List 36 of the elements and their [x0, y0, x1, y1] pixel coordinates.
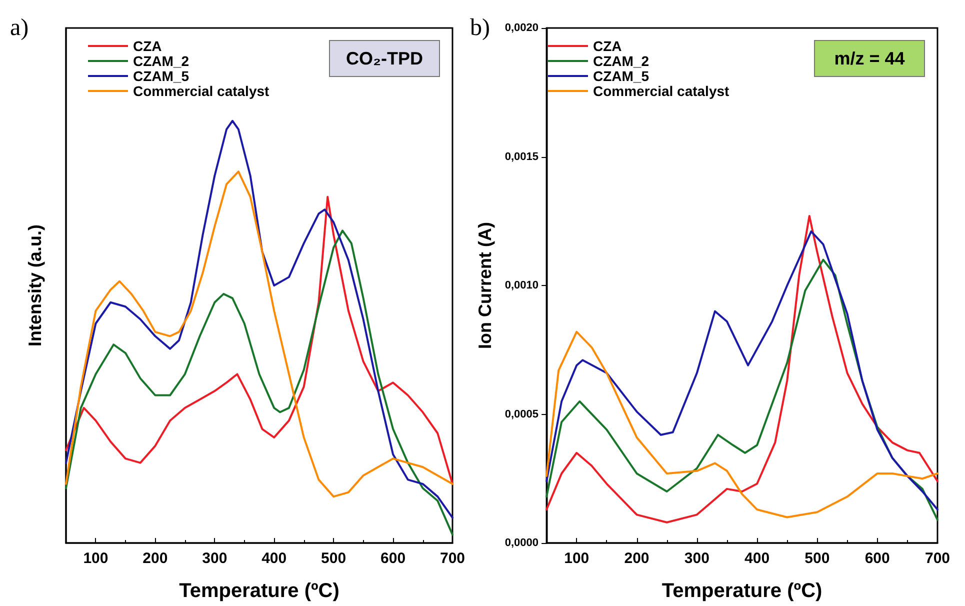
- y-tick-label: 0,0010: [504, 280, 539, 292]
- y-tick-label: 0,0000: [504, 537, 539, 549]
- x-tick-label: 600: [380, 550, 406, 567]
- legend-label: CZAM_5: [133, 68, 190, 84]
- annotation: m/z = 44: [834, 48, 905, 68]
- y-tick-label: 0,0005: [504, 408, 539, 420]
- legend-label: CZA: [593, 38, 622, 54]
- y-axis-title: Ion Current (A): [475, 222, 495, 349]
- y-axis-title: Intensity (a.u.): [25, 224, 45, 347]
- x-tick-label: 100: [564, 550, 590, 567]
- y-tick-label: 0,0015: [504, 150, 539, 163]
- text: b): [470, 15, 490, 41]
- legend-label: CZA: [133, 38, 162, 54]
- legend-label: CZAM_5: [593, 68, 650, 84]
- legend-label: CZAM_2: [593, 53, 650, 69]
- legend-label: Commercial catalyst: [133, 83, 270, 99]
- x-tick-label: 700: [924, 550, 950, 567]
- line-series: [546, 330, 938, 518]
- x-tick-label: 200: [142, 550, 168, 567]
- x-axis-title: Temperature (ºC): [179, 580, 340, 602]
- text: CO₂-TPD: [346, 48, 423, 68]
- x-tick-label: 500: [804, 550, 830, 567]
- y-tick-label: 0,0020: [504, 22, 539, 34]
- x-tick-label: 500: [321, 550, 346, 567]
- x-tick-label: 300: [202, 550, 228, 567]
- x-tick-label: 700: [440, 550, 465, 567]
- x-tick-label: 100: [83, 550, 108, 567]
- x-tick-label: 400: [744, 550, 770, 567]
- x-tick-label: 300: [684, 550, 710, 567]
- legend-label: CZAM_2: [133, 53, 190, 69]
- text: a): [10, 15, 29, 41]
- x-axis-title: Temperature (ºC): [662, 580, 822, 602]
- x-tick-label: 200: [624, 550, 650, 567]
- x-tick-label: 400: [262, 550, 287, 567]
- legend-label: Commercial catalyst: [593, 83, 730, 99]
- x-tick-label: 600: [864, 550, 890, 567]
